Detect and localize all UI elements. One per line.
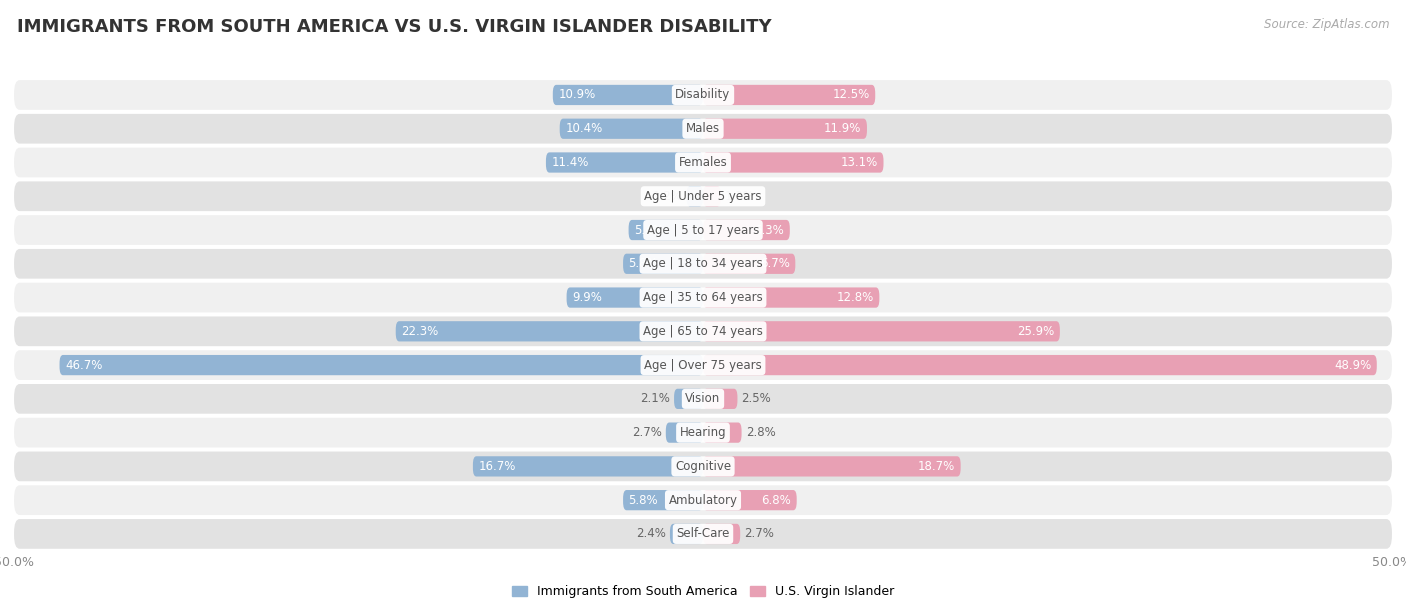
Text: 46.7%: 46.7% [65,359,103,371]
FancyBboxPatch shape [567,288,703,308]
Text: 2.8%: 2.8% [745,426,776,439]
FancyBboxPatch shape [560,119,703,139]
FancyBboxPatch shape [703,355,1376,375]
Text: Age | Over 75 years: Age | Over 75 years [644,359,762,371]
FancyBboxPatch shape [703,152,883,173]
Text: 6.8%: 6.8% [762,494,792,507]
FancyBboxPatch shape [14,452,1392,481]
Text: Ambulatory: Ambulatory [668,494,738,507]
FancyBboxPatch shape [14,114,1392,144]
Text: Disability: Disability [675,89,731,102]
Text: 2.7%: 2.7% [744,528,775,540]
FancyBboxPatch shape [546,152,703,173]
Text: Age | 65 to 74 years: Age | 65 to 74 years [643,325,763,338]
FancyBboxPatch shape [623,253,703,274]
Text: Hearing: Hearing [679,426,727,439]
FancyBboxPatch shape [14,80,1392,110]
Text: 11.9%: 11.9% [824,122,862,135]
FancyBboxPatch shape [14,418,1392,447]
FancyBboxPatch shape [472,457,703,477]
FancyBboxPatch shape [14,181,1392,211]
Text: Source: ZipAtlas.com: Source: ZipAtlas.com [1264,18,1389,31]
FancyBboxPatch shape [14,215,1392,245]
FancyBboxPatch shape [686,186,703,206]
Text: 6.3%: 6.3% [755,223,785,236]
Text: 11.4%: 11.4% [551,156,589,169]
Text: 18.7%: 18.7% [918,460,955,473]
Text: 2.7%: 2.7% [631,426,662,439]
FancyBboxPatch shape [395,321,703,341]
FancyBboxPatch shape [703,85,875,105]
FancyBboxPatch shape [553,85,703,105]
FancyBboxPatch shape [14,485,1392,515]
Text: Self-Care: Self-Care [676,528,730,540]
FancyBboxPatch shape [703,253,796,274]
FancyBboxPatch shape [703,422,741,442]
FancyBboxPatch shape [703,186,721,206]
Text: 2.4%: 2.4% [636,528,666,540]
FancyBboxPatch shape [14,249,1392,278]
FancyBboxPatch shape [666,422,703,442]
Text: Vision: Vision [685,392,721,405]
FancyBboxPatch shape [703,490,797,510]
FancyBboxPatch shape [59,355,703,375]
FancyBboxPatch shape [703,321,1060,341]
FancyBboxPatch shape [669,524,703,544]
Legend: Immigrants from South America, U.S. Virgin Islander: Immigrants from South America, U.S. Virg… [506,580,900,603]
FancyBboxPatch shape [703,389,738,409]
FancyBboxPatch shape [14,147,1392,177]
FancyBboxPatch shape [14,519,1392,549]
Text: 12.8%: 12.8% [837,291,875,304]
FancyBboxPatch shape [14,384,1392,414]
Text: Age | 5 to 17 years: Age | 5 to 17 years [647,223,759,236]
Text: Males: Males [686,122,720,135]
Text: Females: Females [679,156,727,169]
Text: 5.8%: 5.8% [628,257,658,271]
Text: 10.4%: 10.4% [565,122,602,135]
Text: 5.4%: 5.4% [634,223,664,236]
Text: 5.8%: 5.8% [628,494,658,507]
Text: 13.1%: 13.1% [841,156,877,169]
Text: 6.7%: 6.7% [759,257,790,271]
Text: 25.9%: 25.9% [1017,325,1054,338]
Text: 1.3%: 1.3% [725,190,755,203]
FancyBboxPatch shape [703,119,868,139]
Text: 12.5%: 12.5% [832,89,870,102]
FancyBboxPatch shape [703,288,879,308]
Text: 16.7%: 16.7% [478,460,516,473]
Text: IMMIGRANTS FROM SOUTH AMERICA VS U.S. VIRGIN ISLANDER DISABILITY: IMMIGRANTS FROM SOUTH AMERICA VS U.S. VI… [17,18,772,36]
FancyBboxPatch shape [14,283,1392,312]
Text: 22.3%: 22.3% [401,325,439,338]
Text: 48.9%: 48.9% [1334,359,1371,371]
FancyBboxPatch shape [14,316,1392,346]
Text: 9.9%: 9.9% [572,291,602,304]
FancyBboxPatch shape [623,490,703,510]
Text: Age | Under 5 years: Age | Under 5 years [644,190,762,203]
FancyBboxPatch shape [628,220,703,240]
Text: 2.5%: 2.5% [741,392,772,405]
FancyBboxPatch shape [673,389,703,409]
FancyBboxPatch shape [14,350,1392,380]
Text: Age | 35 to 64 years: Age | 35 to 64 years [643,291,763,304]
FancyBboxPatch shape [703,524,740,544]
Text: 10.9%: 10.9% [558,89,596,102]
Text: Cognitive: Cognitive [675,460,731,473]
Text: 1.2%: 1.2% [652,190,682,203]
Text: 2.1%: 2.1% [640,392,669,405]
Text: Age | 18 to 34 years: Age | 18 to 34 years [643,257,763,271]
FancyBboxPatch shape [703,220,790,240]
FancyBboxPatch shape [703,457,960,477]
